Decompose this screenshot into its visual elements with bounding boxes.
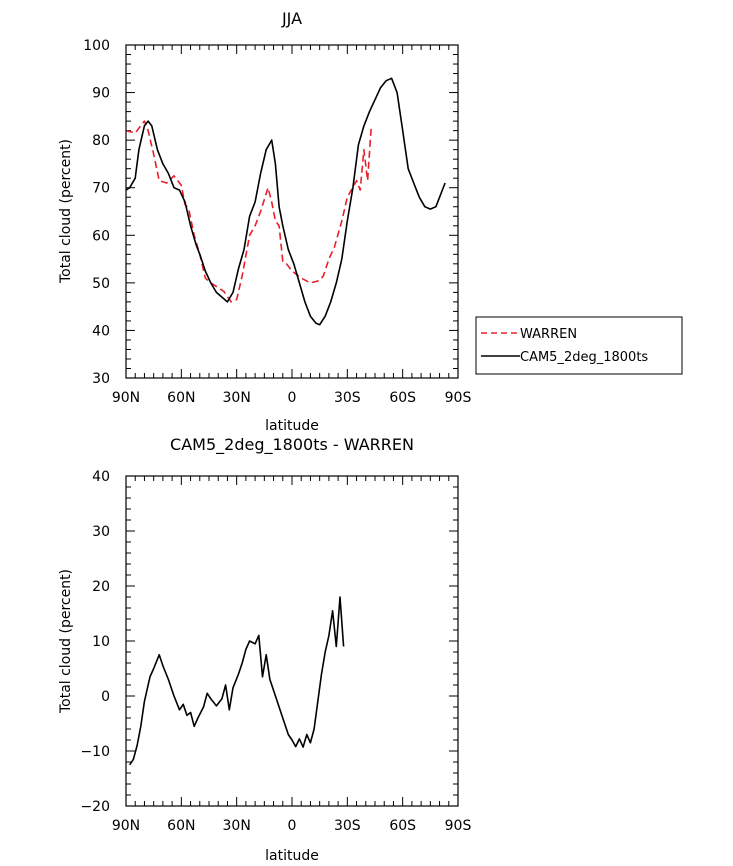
y-tick-label: −20	[80, 799, 110, 815]
x-tick-label: 90N	[112, 390, 140, 406]
y-tick-label: 40	[92, 469, 110, 485]
bottom-panel-title: CAM5_2deg_1800ts - WARREN	[170, 435, 414, 455]
bottom-panel-x-axis-label: latitude	[265, 848, 319, 864]
legend-box	[475, 316, 683, 375]
top-panel-x-axis-label: latitude	[265, 418, 319, 434]
bottom-panel-series	[129, 596, 345, 766]
x-tick-label: 30N	[223, 390, 251, 406]
x-tick-label: 60S	[389, 390, 416, 406]
legend-label-warren: WARREN	[520, 327, 577, 342]
top-panel-ticks	[125, 44, 459, 379]
x-tick-label: 90S	[445, 818, 472, 834]
series-line-cam5_2deg_1800ts	[125, 77, 446, 326]
series-line-warren	[125, 120, 373, 303]
bottom-panel-x-tick-labels: 90N 60N 30N 0 30S 60S 90S	[112, 818, 472, 834]
top-panel-title: JJA	[281, 9, 302, 28]
y-tick-label: 30	[92, 371, 110, 387]
bottom-panel-frame	[125, 475, 459, 807]
x-tick-label: 0	[288, 390, 297, 406]
top-panel-x-tick-labels: 90N 60N 30N 0 30S 60S 90S	[112, 390, 472, 406]
top-panel-y-axis-label: Total cloud (percent)	[58, 139, 74, 284]
x-tick-label: 90N	[112, 818, 140, 834]
bottom-panel-y-axis-label: Total cloud (percent)	[58, 569, 74, 714]
y-tick-label: 20	[92, 579, 110, 595]
y-tick-label: 50	[92, 276, 110, 292]
x-tick-label: 30S	[334, 390, 361, 406]
x-tick-label: 0	[288, 818, 297, 834]
bottom-panel-y-tick-labels: −20 −10 0 10 20 30 40	[80, 469, 110, 815]
legend: WARREN CAM5_2deg_1800ts	[475, 316, 683, 375]
y-tick-label: 10	[92, 634, 110, 650]
x-tick-label: 30N	[223, 818, 251, 834]
y-tick-label: −10	[80, 744, 110, 760]
y-tick-label: 60	[92, 228, 110, 244]
series-line-difference	[129, 596, 345, 766]
bottom-panel: CAM5_2deg_1800ts - WARREN 90N 60N 30N 0 30S 6…	[58, 435, 471, 864]
y-tick-label: 70	[92, 181, 110, 197]
y-tick-label: 40	[92, 323, 110, 339]
legend-label-cam5: CAM5_2deg_1800ts	[520, 350, 648, 365]
y-tick-label: 80	[92, 133, 110, 149]
y-tick-label: 30	[92, 524, 110, 540]
y-tick-label: 90	[92, 86, 110, 102]
top-panel-y-tick-labels: 30 40 50 60 70 80 90 100	[83, 38, 110, 387]
bottom-panel-ticks	[125, 475, 459, 807]
top-panel: JJA 90N 60N 30N 0 30S 60S 90S 30 40 50 60 70 80 90 10…	[58, 9, 471, 434]
y-tick-label: 0	[101, 689, 110, 705]
top-panel-frame	[125, 44, 459, 379]
x-tick-label: 30S	[334, 818, 361, 834]
x-tick-label: 60S	[389, 818, 416, 834]
x-tick-label: 60N	[167, 818, 195, 834]
x-tick-label: 60N	[167, 390, 195, 406]
x-tick-label: 90S	[445, 390, 472, 406]
y-tick-label: 100	[83, 38, 110, 54]
top-panel-series	[125, 77, 446, 326]
